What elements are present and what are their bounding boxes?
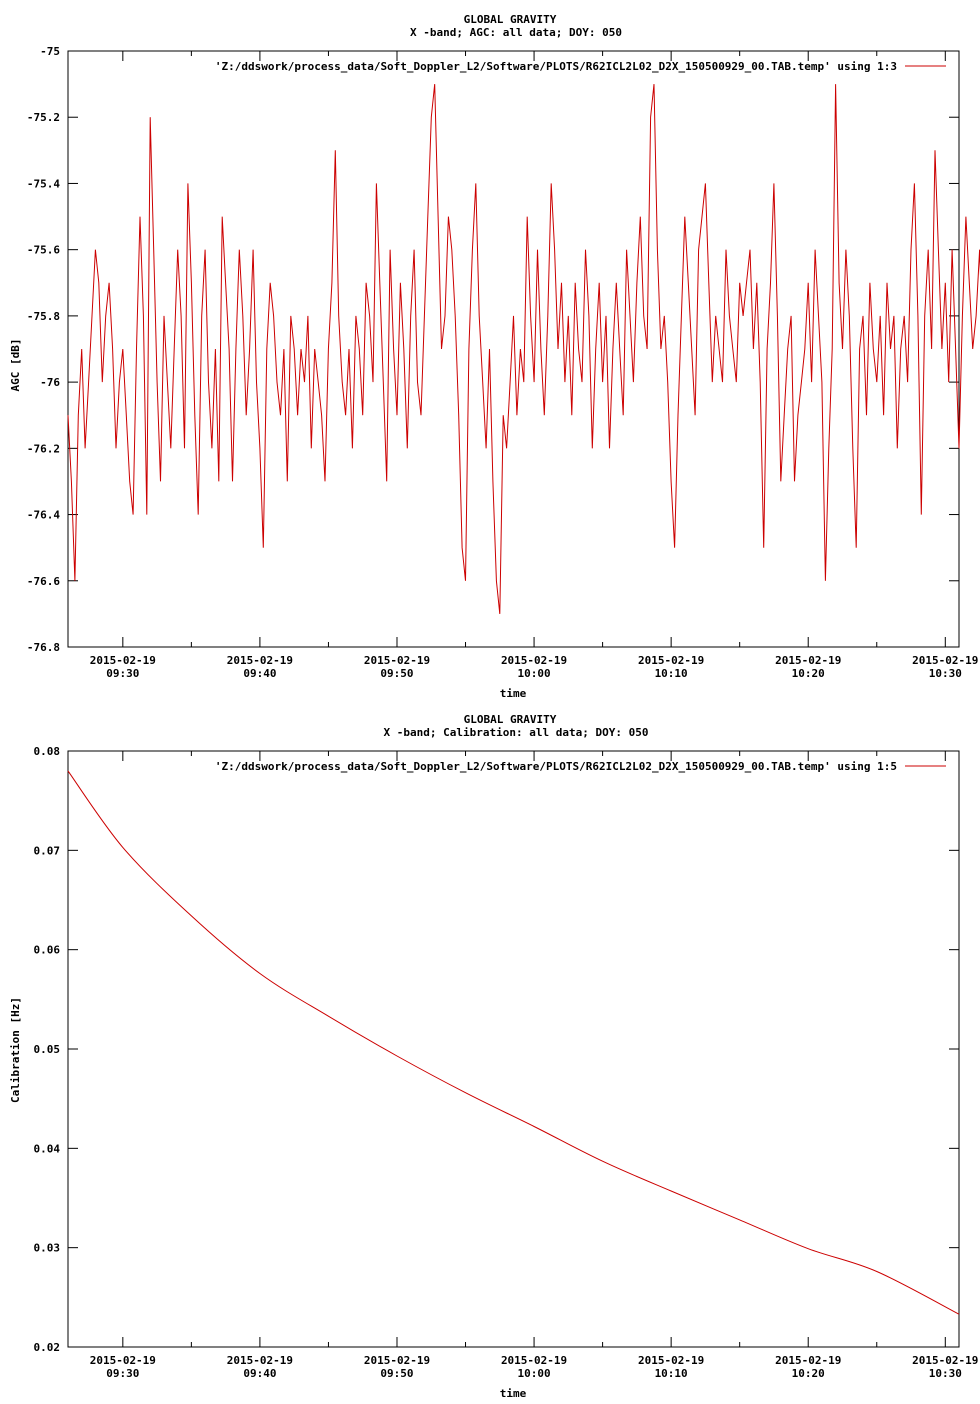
y-tick-label: -75.2	[27, 111, 60, 124]
y-tick-label: 0.08	[34, 745, 61, 758]
x-tick-label-date: 2015-02-19	[501, 1354, 567, 1367]
series-line	[67, 84, 980, 614]
plot-frame	[67, 750, 960, 1348]
x-tick-label-time: 09:30	[106, 1367, 139, 1380]
x-tick-label-date: 2015-02-19	[90, 1354, 156, 1367]
x-tick-label-date: 2015-02-19	[501, 654, 567, 667]
x-tick-label-time: 09:50	[380, 1367, 413, 1380]
y-tick-label: -76.8	[27, 641, 60, 654]
calibration-chart-panel: GLOBAL GRAVITY X -band; Calibration: all…	[0, 700, 980, 1400]
x-tick-label-time: 10:00	[517, 667, 550, 680]
x-tick-label-time: 10:20	[792, 1367, 825, 1380]
y-tick-label: -75	[40, 45, 60, 58]
calibration-chart: GLOBAL GRAVITY X -band; Calibration: all…	[9, 713, 978, 1400]
x-tick-label-time: 09:50	[380, 667, 413, 680]
y-axis-label: Calibration [Hz]	[9, 997, 22, 1103]
x-tick-label-time: 09:30	[106, 667, 139, 680]
x-tick-label-date: 2015-02-19	[912, 1354, 978, 1367]
series-line	[67, 770, 960, 1315]
x-axis-label: time	[500, 1387, 527, 1400]
chart-title: GLOBAL GRAVITY	[464, 713, 557, 726]
y-axis-label: AGC [dB]	[9, 339, 22, 392]
x-tick-label-date: 2015-02-19	[912, 654, 978, 667]
x-tick-label-date: 2015-02-19	[90, 654, 156, 667]
y-tick-label: -75.8	[27, 310, 60, 323]
y-tick-label: 0.07	[34, 844, 61, 857]
x-tick-label-date: 2015-02-19	[638, 654, 704, 667]
chart-subtitle: X -band; Calibration: all data; DOY: 050	[384, 726, 649, 739]
x-tick-label-time: 09:40	[243, 1367, 276, 1380]
y-tick-label: 0.03	[34, 1242, 61, 1255]
y-tick-label: -76.2	[27, 442, 60, 455]
agc-chart-panel: GLOBAL GRAVITY X -band; AGC: all data; D…	[0, 0, 980, 700]
x-tick-label-date: 2015-02-19	[775, 1354, 841, 1367]
x-tick-label-date: 2015-02-19	[775, 654, 841, 667]
x-tick-label-time: 09:40	[243, 667, 276, 680]
x-tick-label-time: 10:30	[929, 667, 962, 680]
legend-label: 'Z:/ddswork/process_data/Soft_Doppler_L2…	[215, 60, 897, 73]
y-tick-label: -76	[40, 376, 60, 389]
y-tick-label: -76.6	[27, 575, 60, 588]
legend-label: 'Z:/ddswork/process_data/Soft_Doppler_L2…	[215, 760, 897, 773]
x-tick-label-date: 2015-02-19	[364, 1354, 430, 1367]
x-tick-label-date: 2015-02-19	[227, 654, 293, 667]
y-tick-label: -76.4	[27, 509, 60, 522]
y-tick-label: 0.02	[34, 1341, 61, 1354]
x-axis-label: time	[500, 687, 527, 700]
plot-frame	[67, 50, 960, 648]
x-tick-label-time: 10:00	[517, 1367, 550, 1380]
chart-title: GLOBAL GRAVITY	[464, 13, 557, 26]
y-tick-label: 0.06	[34, 944, 61, 957]
agc-chart: GLOBAL GRAVITY X -band; AGC: all data; D…	[9, 13, 980, 700]
x-tick-label-time: 10:20	[792, 667, 825, 680]
x-tick-label-time: 10:10	[655, 667, 688, 680]
y-tick-label: 0.05	[34, 1043, 61, 1056]
y-tick-label: -75.4	[27, 177, 60, 190]
x-tick-label-date: 2015-02-19	[638, 1354, 704, 1367]
y-tick-label: 0.04	[34, 1142, 61, 1155]
y-tick-label: -75.6	[27, 244, 60, 257]
x-tick-label-date: 2015-02-19	[364, 654, 430, 667]
chart-subtitle: X -band; AGC: all data; DOY: 050	[410, 26, 622, 39]
x-tick-label-time: 10:30	[929, 1367, 962, 1380]
x-tick-label-time: 10:10	[655, 1367, 688, 1380]
x-tick-label-date: 2015-02-19	[227, 1354, 293, 1367]
